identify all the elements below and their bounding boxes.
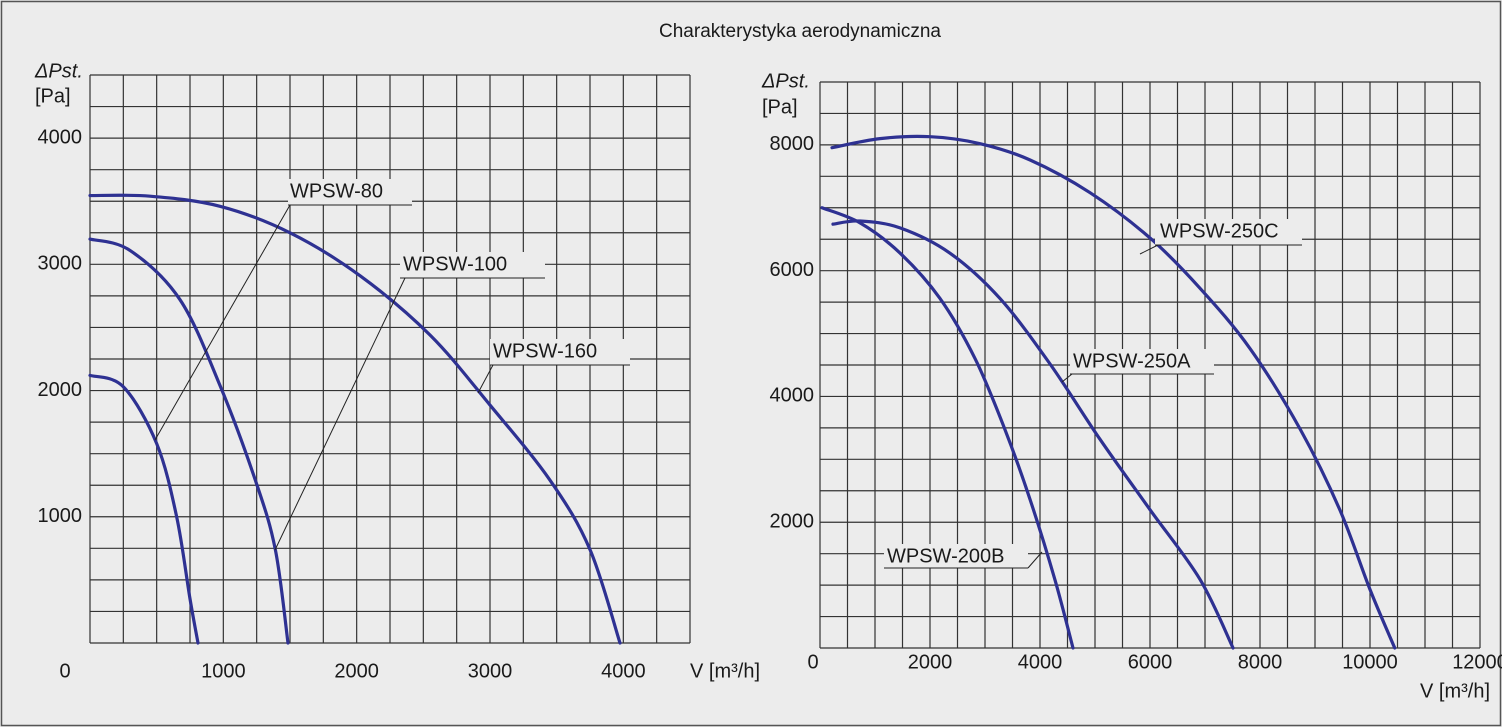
curve bbox=[830, 134, 1397, 650]
x-tick-label: 0 bbox=[807, 651, 818, 673]
x-axis-label: V [m³/h] bbox=[1420, 680, 1490, 702]
x-tick-label: 10000 bbox=[1342, 651, 1398, 673]
curve-label: WPSW-80 bbox=[290, 180, 383, 202]
x-tick-label: 2000 bbox=[334, 660, 379, 682]
x-tick-label: 0 bbox=[59, 660, 70, 682]
curve-label: WPSW-160 bbox=[493, 340, 597, 362]
y-tick-label: 2000 bbox=[38, 379, 83, 401]
curve-label: WPSW-250C bbox=[1160, 220, 1279, 242]
curve bbox=[88, 193, 622, 645]
leader-line bbox=[1139, 244, 1159, 255]
label-bg bbox=[490, 339, 630, 365]
y-axis-label: [Pa] bbox=[762, 96, 798, 118]
curve bbox=[88, 373, 200, 645]
x-tick-label: 4000 bbox=[601, 660, 646, 682]
label-bg bbox=[1070, 349, 1214, 374]
curve-label: WPSW-100 bbox=[403, 253, 507, 275]
y-axis-label: ΔPst. bbox=[34, 60, 83, 82]
x-tick-label: 3000 bbox=[468, 660, 513, 682]
x-tick-label: 6000 bbox=[1128, 651, 1173, 673]
leader-line bbox=[274, 277, 406, 551]
y-tick-label: 3000 bbox=[38, 253, 83, 275]
label-bg bbox=[400, 252, 545, 278]
x-tick-label: 2000 bbox=[908, 651, 953, 673]
y-axis-label: [Pa] bbox=[35, 85, 71, 107]
y-tick-label: 2000 bbox=[770, 511, 815, 533]
x-tick-label: 12000 bbox=[1452, 651, 1502, 673]
y-tick-label: 6000 bbox=[770, 259, 815, 281]
y-tick-label: 8000 bbox=[770, 133, 815, 155]
leader-line bbox=[477, 364, 494, 394]
y-tick-label: 4000 bbox=[770, 385, 815, 407]
x-tick-label: 1000 bbox=[201, 660, 246, 682]
leader-line bbox=[1061, 373, 1073, 383]
label-bg bbox=[288, 179, 412, 205]
curve bbox=[820, 206, 1075, 650]
label-bg bbox=[1155, 219, 1302, 245]
label-bg bbox=[884, 544, 1028, 568]
leader-line bbox=[1027, 551, 1043, 569]
leader-line bbox=[154, 204, 291, 441]
x-tick-label: 8000 bbox=[1238, 651, 1283, 673]
y-axis-label: ΔPst. bbox=[761, 70, 810, 92]
curve bbox=[831, 219, 1235, 650]
curve-label: WPSW-250A bbox=[1073, 350, 1191, 372]
curve-label: WPSW-200B bbox=[887, 545, 1004, 567]
figure-title: Charakterystyka aerodynamiczna bbox=[659, 21, 941, 42]
y-tick-label: 1000 bbox=[38, 505, 83, 527]
x-tick-label: 4000 bbox=[1018, 651, 1063, 673]
y-tick-label: 4000 bbox=[38, 126, 83, 148]
x-axis-label: V [m³/h] bbox=[690, 660, 760, 682]
